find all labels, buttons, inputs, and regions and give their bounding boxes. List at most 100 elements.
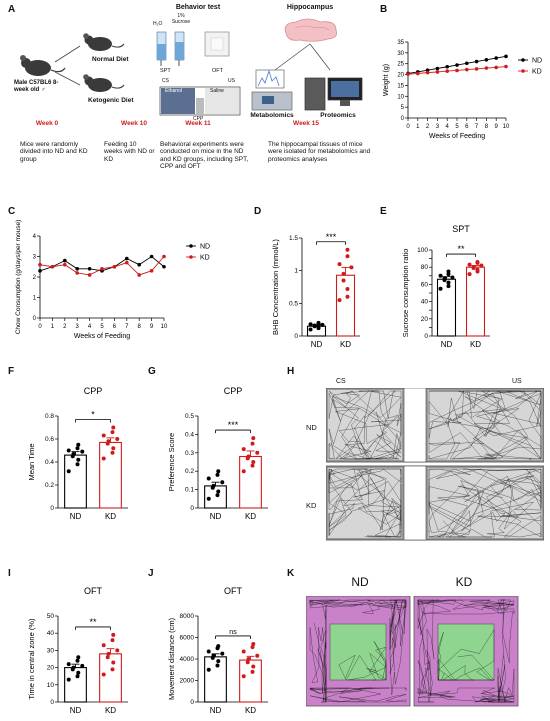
x-tick-label: 9 <box>495 124 499 130</box>
data-point-nd <box>149 254 154 259</box>
data-point-kd <box>115 437 120 441</box>
oft-track-bottom-nd <box>309 687 407 703</box>
data-point-kd <box>455 68 459 73</box>
chart-title: SPT <box>452 224 470 234</box>
data-point-kd <box>341 278 346 283</box>
significance-label: ns <box>229 629 237 636</box>
x-tick-label: 8 <box>138 324 142 330</box>
data-point-kd <box>479 263 484 268</box>
data-point-nd <box>474 59 479 64</box>
y-tick-label: 80 <box>421 264 429 271</box>
cpp-corridor-nd <box>403 388 427 463</box>
x-tick-label-nd: ND <box>311 340 323 349</box>
y-axis-label: Time in central zone (%) <box>27 618 36 700</box>
data-point-kd <box>251 641 256 646</box>
cpp-corridor-kd <box>403 465 427 541</box>
data-point-kd <box>110 667 115 672</box>
x-tick-label: 7 <box>475 124 479 130</box>
data-point-kd <box>345 294 350 299</box>
y-tick-label: 0.3 <box>185 450 194 457</box>
x-tick-label: 4 <box>88 324 92 330</box>
data-point-kd <box>474 67 479 71</box>
data-point-kd <box>345 247 350 252</box>
data-point-kd <box>111 660 116 665</box>
x-tick-label: 0 <box>406 124 410 130</box>
x-tick-label-kd: KD <box>470 340 481 349</box>
oft-box-icon <box>204 31 230 57</box>
x-tick-label: 5 <box>100 324 104 330</box>
y-tick-label: 0 <box>190 699 194 706</box>
bar-kd <box>335 274 356 337</box>
data-point-nd <box>66 662 71 667</box>
significance-label: *** <box>228 420 239 430</box>
oft-track-left-kd <box>417 599 435 703</box>
data-point-nd <box>312 323 317 328</box>
chart-f-cpp-mean-time: CPP 0 0.2 0.4 0.6 0.8 Mean Time ND KD * <box>27 386 128 521</box>
data-point-nd <box>216 469 221 474</box>
y-axis-label: Weight (g) <box>383 64 390 96</box>
y-tick-label: 0 <box>424 333 428 340</box>
data-point-nd <box>75 462 80 467</box>
metabolomics-label: Metabolomics <box>250 112 294 119</box>
data-point-kd <box>435 70 440 74</box>
chart-c-chow: 0 1 2 3 4 0 1 2 3 4 5 6 7 8 9 10 Weeks of Feeding Chow Co… <box>15 220 210 340</box>
data-point-nd <box>63 258 67 263</box>
data-point-kd <box>406 72 410 76</box>
y-tick-label: 1 <box>33 296 37 302</box>
data-point-nd <box>75 658 80 663</box>
y-tick-label: 0 <box>401 116 405 122</box>
data-point-kd <box>101 433 106 438</box>
y-tick-label: 2000 <box>180 678 195 685</box>
chart-j-oft-distance: OFT 0 2000 4000 6000 8000 Movement distance (c… <box>167 586 268 715</box>
cpp-track-cs-nd <box>328 390 402 460</box>
oft-track-center-nd <box>338 641 387 681</box>
data-point-kd <box>471 265 476 270</box>
data-point-kd <box>465 67 469 72</box>
y-tick-label: 20 <box>397 73 404 79</box>
y-tick-label: 8000 <box>180 613 195 620</box>
timeline-week-15: Week 15 <box>293 120 319 127</box>
bar-nd <box>204 485 227 509</box>
panel-label-c: C <box>8 206 16 217</box>
data-point-nd <box>316 324 321 329</box>
cpp-chamber-us-nd <box>428 390 542 460</box>
data-point-kd <box>337 262 342 267</box>
timeline-desc-0: Mice were randomly divided into ND and K… <box>20 141 88 163</box>
data-point-nd <box>438 273 443 278</box>
hippocampus-label: Hippocampus <box>286 4 334 11</box>
oft-label: OFT <box>212 68 223 74</box>
data-point-nd <box>206 496 211 501</box>
data-point-nd <box>206 476 211 481</box>
data-point-kd <box>101 456 106 461</box>
data-point-kd <box>50 264 55 269</box>
data-point-kd <box>241 674 246 679</box>
cpp-track-us-nd <box>428 390 542 460</box>
panel-label-h: H <box>287 366 295 377</box>
data-point-kd <box>241 469 246 474</box>
chart-title: CPP <box>84 386 103 396</box>
legend-marker-kd <box>189 255 193 259</box>
panel-label-k: K <box>287 568 295 579</box>
data-point-kd <box>341 271 346 276</box>
x-tick-label-nd: ND <box>70 512 82 521</box>
legend-marker-kd <box>521 69 525 73</box>
data-point-nd <box>206 649 211 654</box>
x-tick-label-kd: KD <box>245 706 256 715</box>
y-tick-label: 6000 <box>180 635 195 642</box>
y-tick-label: 20 <box>47 665 55 672</box>
legend-label-kd: KD <box>200 255 210 262</box>
data-point-kd <box>425 70 430 75</box>
oft-track-right-kd <box>497 599 515 703</box>
data-point-nd <box>75 674 80 679</box>
ethanol-label: Ethanol <box>165 88 182 94</box>
x-tick-label-kd: KD <box>105 706 116 715</box>
y-tick-label: 25 <box>397 62 404 68</box>
behavior-test-label: Behavior test <box>175 4 221 11</box>
y-tick-label: 40 <box>47 630 55 637</box>
data-point-kd <box>241 649 246 654</box>
data-point-kd <box>416 71 420 76</box>
data-point-kd <box>250 463 255 468</box>
data-point-nd <box>211 483 216 488</box>
bar-kd <box>239 659 262 703</box>
